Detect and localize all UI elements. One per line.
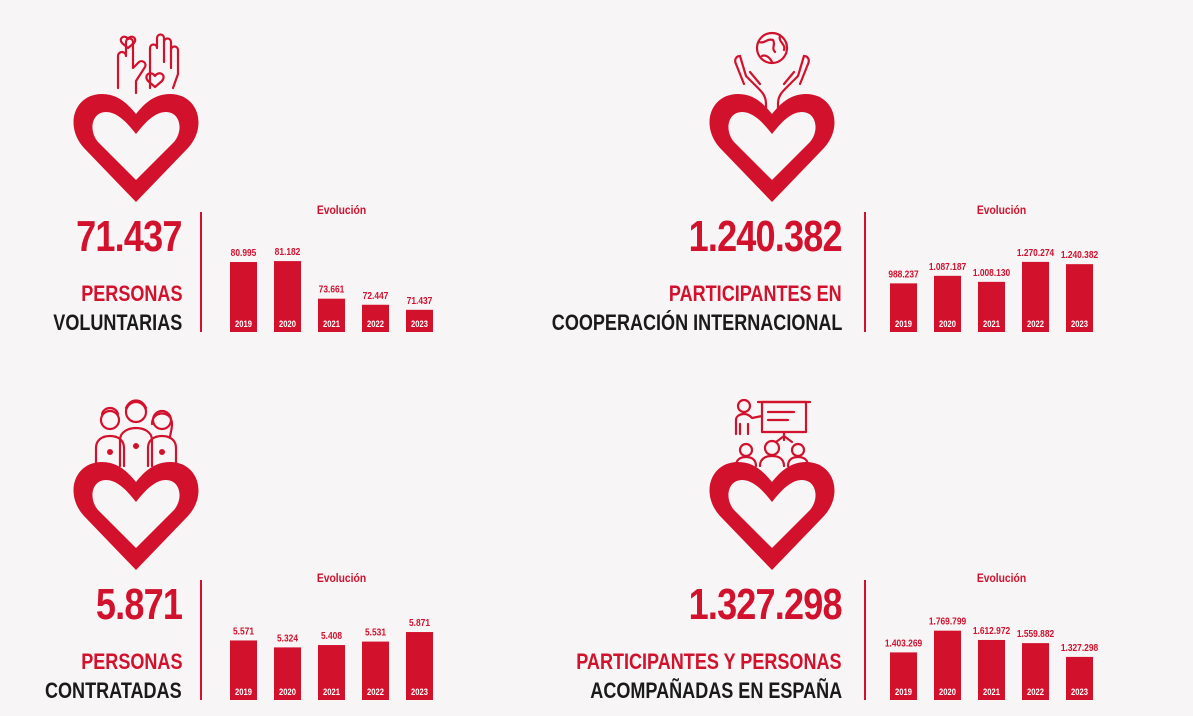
chart-category-label: 2023 (1071, 318, 1088, 329)
presentation-audience-icon (702, 390, 842, 580)
stat-panel-voluntarios: 71.437 PERSONAS VOLUNTARIAS Evolución 80.… (0, 0, 560, 340)
chart-value-label: 1.559.882 (1017, 628, 1054, 640)
chart-category-label: 2022 (367, 318, 384, 329)
chart-value-label: 72.447 (363, 290, 389, 302)
chart-value-label: 73.661 (319, 284, 345, 296)
chart-category-label: 2023 (1071, 686, 1088, 697)
chart-value-label: 1.769.799 (929, 616, 966, 628)
stat-panel-espana: 1.327.298 PARTICIPANTES Y PERSONAS ACOMP… (560, 368, 1120, 708)
chart-bar (406, 309, 433, 332)
chart-bar (934, 630, 961, 700)
chart-value-label: 5.531 (365, 627, 387, 639)
chart-bar (274, 261, 301, 332)
evolution-chart: Evolución 1.403.269 2019 1.769.799 2020 1.612… (885, 572, 1098, 700)
chart-value-label: 81.182 (275, 246, 301, 258)
total-number: 5.871 (95, 580, 183, 629)
chart-category-label: 2023 (411, 686, 428, 697)
chart-bar (1022, 261, 1049, 332)
chart-value-label: 1.087.187 (929, 261, 966, 273)
chart-bar (890, 652, 917, 700)
chart-bar (230, 262, 257, 332)
chart-value-label: 5.871 (409, 617, 431, 629)
stat-panel-cooperacion: 1.240.382 PARTICIPANTES EN COOPERACIÓN I… (551, 0, 1120, 340)
chart-title: Evolución (977, 572, 1026, 585)
chart-bar (362, 304, 389, 332)
chart-bar (318, 645, 345, 700)
chart-value-label: 1.240.382 (1061, 249, 1098, 261)
chart-value-label: 1.327.298 (1061, 642, 1098, 654)
total-number: 71.437 (76, 212, 183, 261)
chart-value-label: 5.571 (233, 626, 255, 638)
divider (200, 212, 202, 332)
chart-value-label: 988.237 (888, 269, 918, 281)
label-primary: PARTICIPANTES Y PERSONAS (576, 649, 842, 674)
label-secondary: ACOMPAÑADAS EN ESPAÑA (590, 678, 842, 703)
chart-bar (978, 281, 1005, 332)
chart-category-label: 2020 (939, 686, 956, 697)
chart-category-label: 2021 (983, 318, 1000, 329)
label-primary: PERSONAS (80, 649, 182, 674)
chart-category-label: 2021 (983, 686, 1000, 697)
chart-category-label: 2021 (323, 318, 340, 329)
chart-category-label: 2022 (1027, 686, 1044, 697)
chart-value-label: 1.270.274 (1017, 247, 1055, 259)
label-secondary: COOPERACIÓN INTERNACIONAL (551, 310, 842, 335)
chart-bar (406, 632, 433, 700)
chart-bar (318, 298, 345, 332)
chart-bar (890, 283, 917, 332)
chart-category-label: 2019 (895, 318, 912, 329)
chart-title: Evolución (977, 204, 1026, 217)
label-secondary: VOLUNTARIAS (53, 310, 182, 335)
evolution-chart: Evolución 988.237 2019 1.087.187 2020 1.008.1… (888, 204, 1098, 332)
chart-category-label: 2020 (939, 318, 956, 329)
raised-hands-hearts-icon (66, 22, 206, 212)
label-secondary: CONTRATADAS (45, 678, 182, 703)
chart-bar (230, 640, 257, 700)
chart-bar (1066, 264, 1093, 332)
chart-category-label: 2020 (279, 318, 296, 329)
evolution-chart: Evolución 5.571 2019 5.324 2020 5.408 2021 5.53… (230, 572, 433, 700)
chart-category-label: 2023 (411, 318, 428, 329)
chart-value-label: 5.408 (321, 630, 342, 642)
chart-category-label: 2022 (1027, 318, 1044, 329)
chart-bar (1066, 656, 1093, 700)
chart-value-label: 1.612.972 (973, 625, 1010, 637)
total-number: 1.327.298 (688, 580, 843, 629)
chart-bar (1022, 643, 1049, 700)
evolution-chart: Evolución 80.995 2019 81.182 2020 73.661 2021 7… (230, 204, 433, 332)
chart-value-label: 1.008.130 (973, 267, 1010, 279)
chart-bar (362, 641, 389, 700)
hands-holding-globe-icon (702, 22, 842, 212)
divider (200, 580, 202, 700)
chart-value-label: 71.437 (407, 295, 433, 307)
chart-value-label: 1.403.269 (885, 638, 922, 650)
chart-category-label: 2020 (279, 686, 296, 697)
chart-category-label: 2019 (235, 318, 252, 329)
chart-category-label: 2019 (895, 686, 912, 697)
chart-category-label: 2019 (235, 686, 252, 697)
chart-value-label: 5.324 (277, 633, 299, 645)
chart-bar (934, 275, 961, 332)
three-workers-icon (66, 390, 206, 580)
chart-category-label: 2022 (367, 686, 384, 697)
label-primary: PARTICIPANTES EN (669, 281, 842, 306)
chart-title: Evolución (317, 204, 366, 217)
divider (864, 580, 866, 700)
chart-bar (274, 647, 301, 700)
total-number: 1.240.382 (688, 212, 843, 261)
chart-category-label: 2021 (323, 686, 340, 697)
chart-bar (978, 639, 1005, 700)
label-primary: PERSONAS (80, 281, 182, 306)
divider (864, 212, 866, 332)
stat-panel-contratadas: 5.871 PERSONAS CONTRATADAS Evolución 5.57… (0, 368, 560, 708)
chart-title: Evolución (317, 572, 366, 585)
chart-value-label: 80.995 (231, 247, 257, 259)
